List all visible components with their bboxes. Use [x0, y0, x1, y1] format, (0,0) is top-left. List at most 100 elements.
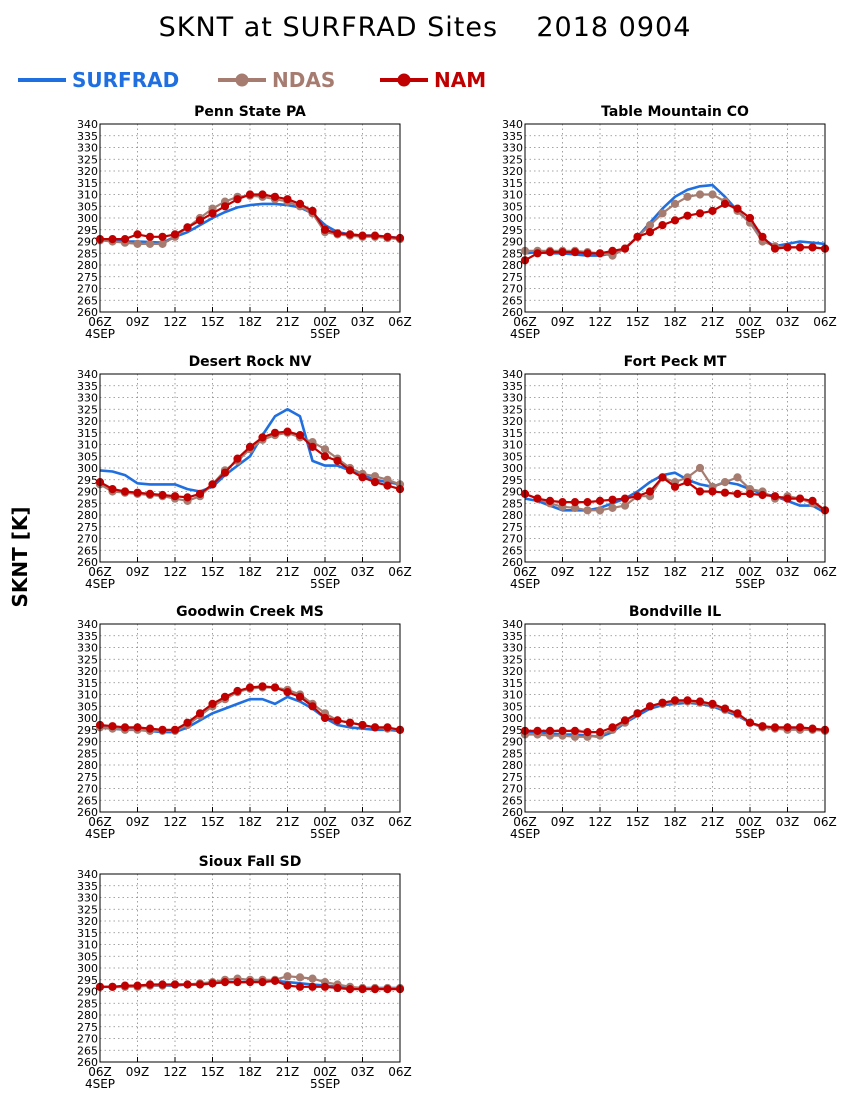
y-tick-label: 285	[502, 497, 523, 510]
legend: SURFRAD NDAS NAM	[18, 68, 486, 92]
y-tick-label: 270	[502, 283, 523, 296]
y-tick-label: 295	[502, 224, 523, 237]
data-point-nam	[145, 489, 155, 498]
y-tick-label: 285	[502, 747, 523, 760]
panel-title: Table Mountain CO	[601, 104, 749, 120]
x-date-label: 4SEP	[85, 577, 115, 591]
data-point-nam	[320, 982, 330, 991]
data-point-ndas	[620, 501, 630, 510]
data-point-ndas	[595, 506, 605, 515]
data-point-nam	[670, 482, 680, 491]
data-point-nam	[145, 724, 155, 733]
legend-label: SURFRAD	[72, 68, 179, 92]
data-point-nam	[620, 716, 630, 725]
data-point-nam	[658, 698, 667, 707]
y-tick-label: 340	[502, 368, 523, 381]
y-tick-label: 300	[502, 212, 523, 225]
y-tick-label: 335	[77, 130, 98, 143]
y-tick-label: 320	[77, 665, 98, 678]
y-tick-label: 280	[77, 259, 98, 272]
data-point-nam	[583, 498, 592, 507]
x-tick-label: 06Z	[813, 315, 837, 329]
y-tick-label: 305	[502, 200, 523, 213]
data-point-nam	[545, 726, 555, 736]
y-tick-label: 270	[77, 533, 98, 546]
y-tick-label: 330	[77, 892, 98, 905]
data-point-nam	[158, 725, 167, 734]
panel-title: Goodwin Creek MS	[176, 604, 324, 620]
y-tick-label: 305	[77, 450, 98, 463]
data-point-nam	[345, 466, 355, 475]
data-point-nam	[745, 718, 755, 727]
panel-title: Desert Rock NV	[189, 354, 312, 370]
data-point-nam	[233, 978, 242, 987]
plot-frame	[99, 623, 401, 813]
data-point-nam	[170, 725, 180, 734]
y-tick-label: 290	[502, 236, 523, 249]
data-point-nam	[345, 985, 355, 994]
x-tick-label: 09Z	[126, 565, 150, 579]
data-point-nam	[645, 228, 655, 237]
y-tick-label: 335	[77, 380, 98, 393]
data-point-nam	[120, 487, 130, 496]
y-tick-label: 340	[77, 868, 98, 881]
x-tick-label: 06Z	[813, 815, 837, 829]
data-point-nam	[270, 192, 280, 201]
data-point-nam	[308, 702, 317, 711]
y-tick-label: 280	[77, 509, 98, 522]
y-tick-label: 295	[502, 474, 523, 487]
y-tick-label: 270	[77, 783, 98, 796]
data-point-nam	[633, 492, 642, 501]
y-tick-label: 310	[77, 939, 98, 952]
data-point-nam	[183, 493, 192, 502]
data-point-nam	[770, 492, 780, 501]
data-point-nam	[233, 686, 242, 696]
data-point-nam	[108, 485, 117, 494]
data-point-nam	[745, 489, 755, 498]
data-point-nam	[383, 723, 392, 732]
x-tick-label: 12Z	[588, 315, 612, 329]
data-point-nam	[320, 225, 330, 234]
data-point-nam	[145, 980, 155, 989]
x-tick-label: 03Z	[776, 815, 800, 829]
y-tick-label: 290	[502, 736, 523, 749]
data-point-nam	[795, 723, 805, 732]
y-tick-label: 315	[502, 177, 523, 190]
data-point-nam	[570, 248, 580, 257]
x-date-label: 5SEP	[735, 577, 765, 591]
data-point-nam	[120, 981, 130, 990]
y-tick-label: 265	[77, 1044, 98, 1057]
data-point-nam	[708, 487, 717, 496]
y-tick-label: 275	[502, 271, 523, 284]
data-point-nam	[345, 718, 355, 727]
data-point-nam	[245, 978, 255, 987]
data-point-nam	[783, 494, 792, 503]
y-tick-label: 335	[77, 630, 98, 643]
y-tick-label: 270	[502, 533, 523, 546]
data-point-nam	[195, 216, 205, 225]
data-point-nam	[283, 195, 292, 204]
legend-label: NDAS	[272, 68, 335, 92]
data-point-nam	[633, 232, 642, 241]
plot-frame	[524, 123, 826, 313]
legend-item-surfrad: SURFRAD	[18, 68, 179, 92]
data-point-nam	[220, 692, 230, 702]
plot-frame	[99, 373, 401, 563]
y-tick-label: 290	[77, 486, 98, 499]
y-tick-label: 260	[77, 806, 98, 819]
data-point-nam	[220, 202, 230, 211]
data-point-nam	[145, 232, 155, 241]
data-point-ndas	[158, 239, 167, 248]
y-tick-label: 285	[77, 997, 98, 1010]
x-tick-label: 12Z	[588, 815, 612, 829]
y-tick-label: 265	[77, 794, 98, 807]
y-tick-label: 265	[502, 794, 523, 807]
y-tick-label: 310	[77, 439, 98, 452]
x-tick-label: 06Z	[513, 315, 537, 329]
y-tick-label: 305	[77, 950, 98, 963]
data-point-nam	[683, 696, 692, 705]
y-tick-label: 290	[502, 486, 523, 499]
data-point-nam	[583, 249, 592, 258]
data-point-nam	[595, 496, 605, 505]
